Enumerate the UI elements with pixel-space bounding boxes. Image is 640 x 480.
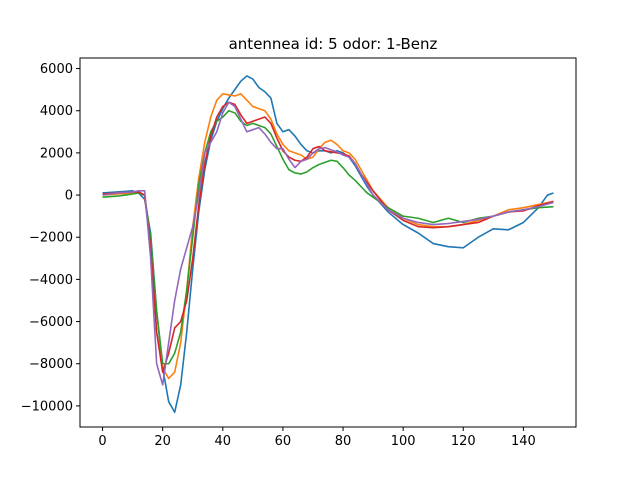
y-tick-label: −2000 bbox=[29, 231, 73, 246]
x-tick-label: 80 bbox=[335, 434, 352, 449]
y-tick-label: −10000 bbox=[21, 399, 73, 414]
x-tick-label: 140 bbox=[511, 434, 536, 449]
series-layer bbox=[102, 75, 554, 414]
x-tick-label: 120 bbox=[451, 434, 476, 449]
series-line-1 bbox=[102, 75, 554, 414]
y-tick-label: −4000 bbox=[29, 273, 73, 288]
series-line-5 bbox=[102, 101, 554, 386]
x-tick-label: 20 bbox=[154, 434, 171, 449]
x-axis-ticks: 0 20 40 60 80 100 120 140 bbox=[98, 427, 536, 449]
series-line-4 bbox=[102, 101, 554, 373]
chart-title: antennea id: 5 odor: 1-Benz bbox=[229, 35, 438, 53]
y-axis-ticks: −10000 −8000 −6000 −4000 −2000 0 2000 4000 6000 bbox=[21, 62, 80, 414]
x-tick-label: 40 bbox=[215, 434, 232, 449]
x-tick-label: 100 bbox=[391, 434, 416, 449]
series-line-2 bbox=[102, 93, 554, 380]
series-line-3 bbox=[102, 109, 554, 365]
y-tick-label: 4000 bbox=[40, 104, 73, 119]
y-tick-label: 6000 bbox=[40, 62, 73, 77]
x-tick-label: 60 bbox=[275, 434, 292, 449]
plot-area-frame bbox=[79, 57, 577, 428]
y-tick-label: −8000 bbox=[29, 357, 73, 372]
y-tick-label: 2000 bbox=[40, 146, 73, 161]
y-tick-label: 0 bbox=[65, 189, 73, 204]
y-tick-label: −6000 bbox=[29, 315, 73, 330]
x-tick-label: 0 bbox=[98, 434, 106, 449]
